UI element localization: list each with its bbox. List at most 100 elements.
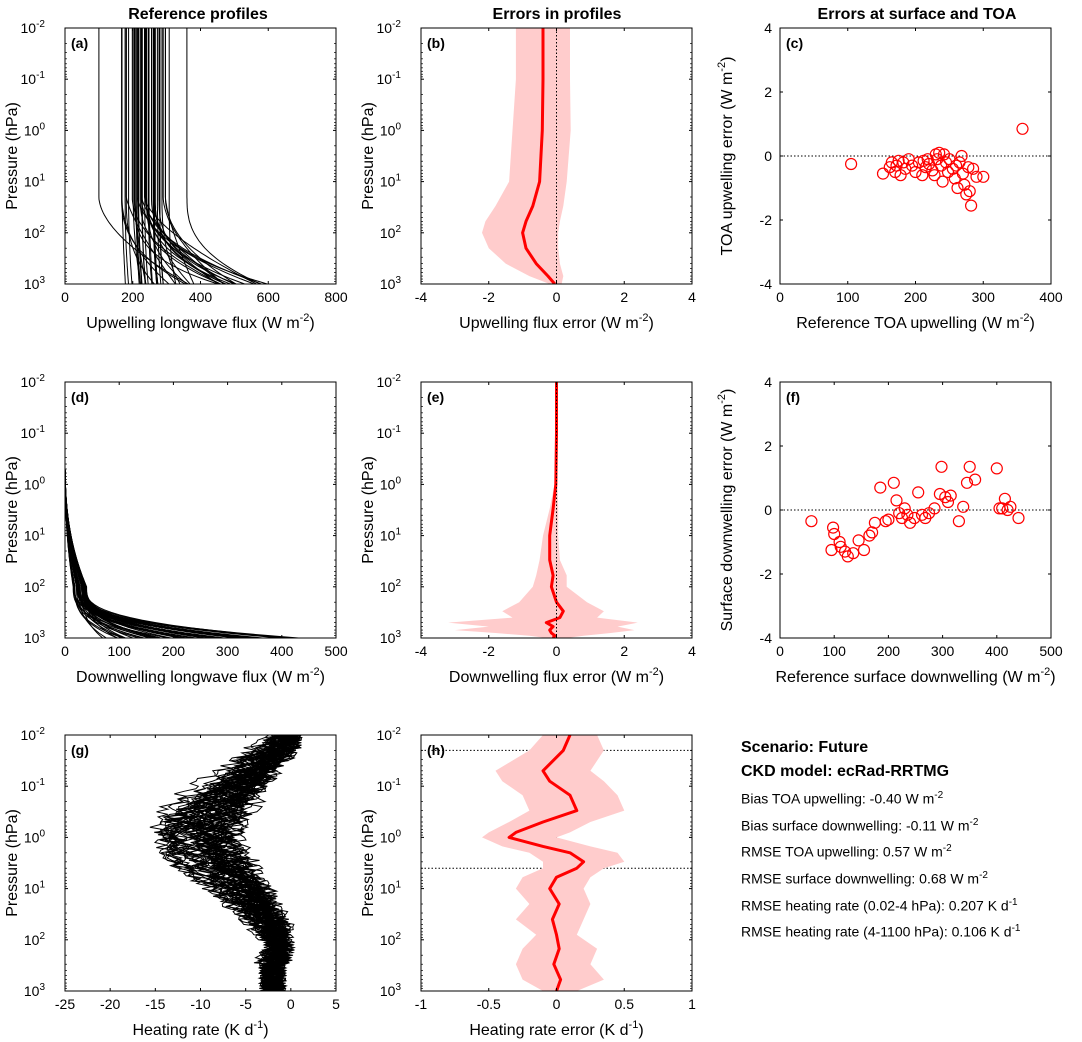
x-tick-label: 0 — [61, 643, 69, 659]
y-tick-label: 4 — [764, 374, 772, 390]
y-tick-label: 2 — [764, 438, 772, 454]
panel-label: (h) — [427, 742, 445, 758]
x-axis-label: Heating rate error (K d-1) — [469, 1019, 643, 1039]
scatter-point — [964, 199, 978, 212]
reference-profile-line — [65, 382, 299, 638]
scatter-point — [892, 154, 905, 167]
scatter-point — [868, 516, 882, 529]
mean-error-line — [544, 382, 565, 638]
y-tick-label: 102 — [24, 224, 46, 241]
x-tick-label: -2 — [483, 289, 496, 305]
reference-profile-line — [156, 28, 162, 284]
y-axis-label: Pressure (hPa) — [4, 456, 21, 564]
y-tick-label: 10-1 — [377, 777, 402, 794]
stat-line-exponent: -2 — [979, 869, 988, 881]
scatter-point — [894, 169, 907, 182]
stat-line-exponent: -1 — [1008, 896, 1018, 908]
y-tick-label: 103 — [24, 629, 46, 646]
x-axis-label: Downwelling flux error (W m-2) — [449, 666, 664, 686]
scatter-point — [1016, 122, 1029, 135]
scatter-point — [1012, 511, 1025, 525]
reference-profile-line — [183, 735, 291, 991]
y-tick-label: 102 — [380, 224, 402, 241]
scatter-point — [990, 462, 1003, 475]
y-tick-label: -4 — [760, 630, 773, 646]
scatter-point — [966, 162, 980, 175]
scatter-point — [963, 460, 976, 473]
y-tick-label: 101 — [24, 527, 46, 544]
scatter-point — [916, 169, 929, 182]
y-axis-label: Pressure (hPa) — [360, 102, 377, 210]
y-tick-label: 10-2 — [377, 373, 402, 390]
scatter-point — [960, 476, 974, 489]
plot-area — [448, 382, 638, 638]
reference-profile-line — [65, 382, 257, 638]
scatter-point — [952, 515, 966, 528]
x-tick-label: 600 — [257, 289, 281, 305]
panel-c: 0 100 200 300 400 -4 -2 0 2 4 Reference TOA upwell… — [716, 20, 1063, 332]
x-tick-label: 800 — [324, 289, 348, 305]
x-tick-label: 500 — [324, 643, 348, 659]
scatter-point — [863, 529, 876, 542]
y-tick-label: 100 — [380, 121, 402, 138]
x-tick-label: 100 — [823, 643, 847, 659]
plot-area — [65, 382, 299, 638]
x-tick-label: 500 — [1039, 643, 1063, 659]
y-tick-label: 10-2 — [21, 19, 46, 36]
x-tick-label: 200 — [162, 643, 186, 659]
scatter-point — [928, 502, 941, 515]
y-tick-label: 10-2 — [21, 373, 46, 390]
x-tick-label: 0 — [553, 643, 561, 659]
reference-profile-line — [65, 382, 123, 638]
reference-profile-line — [65, 382, 118, 638]
y-tick-label: 101 — [24, 880, 46, 897]
scatter-point — [944, 489, 957, 502]
scatter-point — [949, 159, 963, 172]
y-tick-label: 103 — [24, 982, 46, 999]
y-tick-label: 101 — [380, 880, 402, 897]
reference-profile-line — [65, 382, 125, 638]
reference-profile-line — [65, 382, 246, 638]
x-tick-label: 4 — [688, 289, 696, 305]
reference-profile-line — [165, 735, 302, 991]
axes-box — [779, 27, 1052, 285]
x-tick-label: 300 — [931, 643, 955, 659]
y-tick-label: 10-2 — [377, 726, 402, 743]
x-tick-label: -10 — [190, 996, 210, 1012]
reference-profile-line — [214, 735, 299, 991]
x-tick-label: -0.5 — [477, 996, 501, 1012]
x-tick-label: 4 — [688, 643, 696, 659]
y-tick-label: 100 — [24, 828, 46, 845]
scatter-point — [805, 515, 818, 528]
reference-profile-line — [128, 28, 133, 284]
column-title: Reference profiles — [128, 6, 268, 23]
reference-profile-line — [65, 382, 290, 638]
reference-profile-line — [125, 28, 176, 284]
scatter-point — [879, 515, 892, 528]
y-tick-label: 100 — [24, 475, 46, 492]
spread-band — [482, 735, 625, 991]
y-axis-label: TOA upwelling error (W m-2) — [716, 57, 736, 256]
stat-line: Bias TOA upwelling: -0.40 W m-2 — [741, 790, 944, 807]
x-tick-label: 300 — [216, 643, 240, 659]
scatter-point — [844, 157, 858, 171]
axes-box — [64, 27, 337, 285]
reference-profile-line — [141, 28, 147, 284]
reference-profile-line — [65, 382, 206, 638]
y-tick-label: 102 — [24, 578, 46, 595]
plot-area — [780, 460, 1051, 563]
x-tick-label: 200 — [904, 289, 928, 305]
y-tick-label: 100 — [380, 828, 402, 845]
y-tick-label: 10-2 — [21, 726, 46, 743]
y-tick-label: 0 — [764, 148, 772, 164]
x-tick-label: 0.5 — [615, 996, 635, 1012]
plot-area — [780, 122, 1051, 212]
y-tick-label: 103 — [24, 275, 46, 292]
x-tick-label: 400 — [270, 643, 294, 659]
scatter-point — [946, 162, 959, 175]
reference-profile-line — [154, 28, 226, 284]
reference-profile-line — [162, 28, 225, 284]
x-tick-label: -20 — [100, 996, 120, 1012]
spread-band — [482, 28, 571, 284]
scatter-point — [905, 159, 919, 172]
